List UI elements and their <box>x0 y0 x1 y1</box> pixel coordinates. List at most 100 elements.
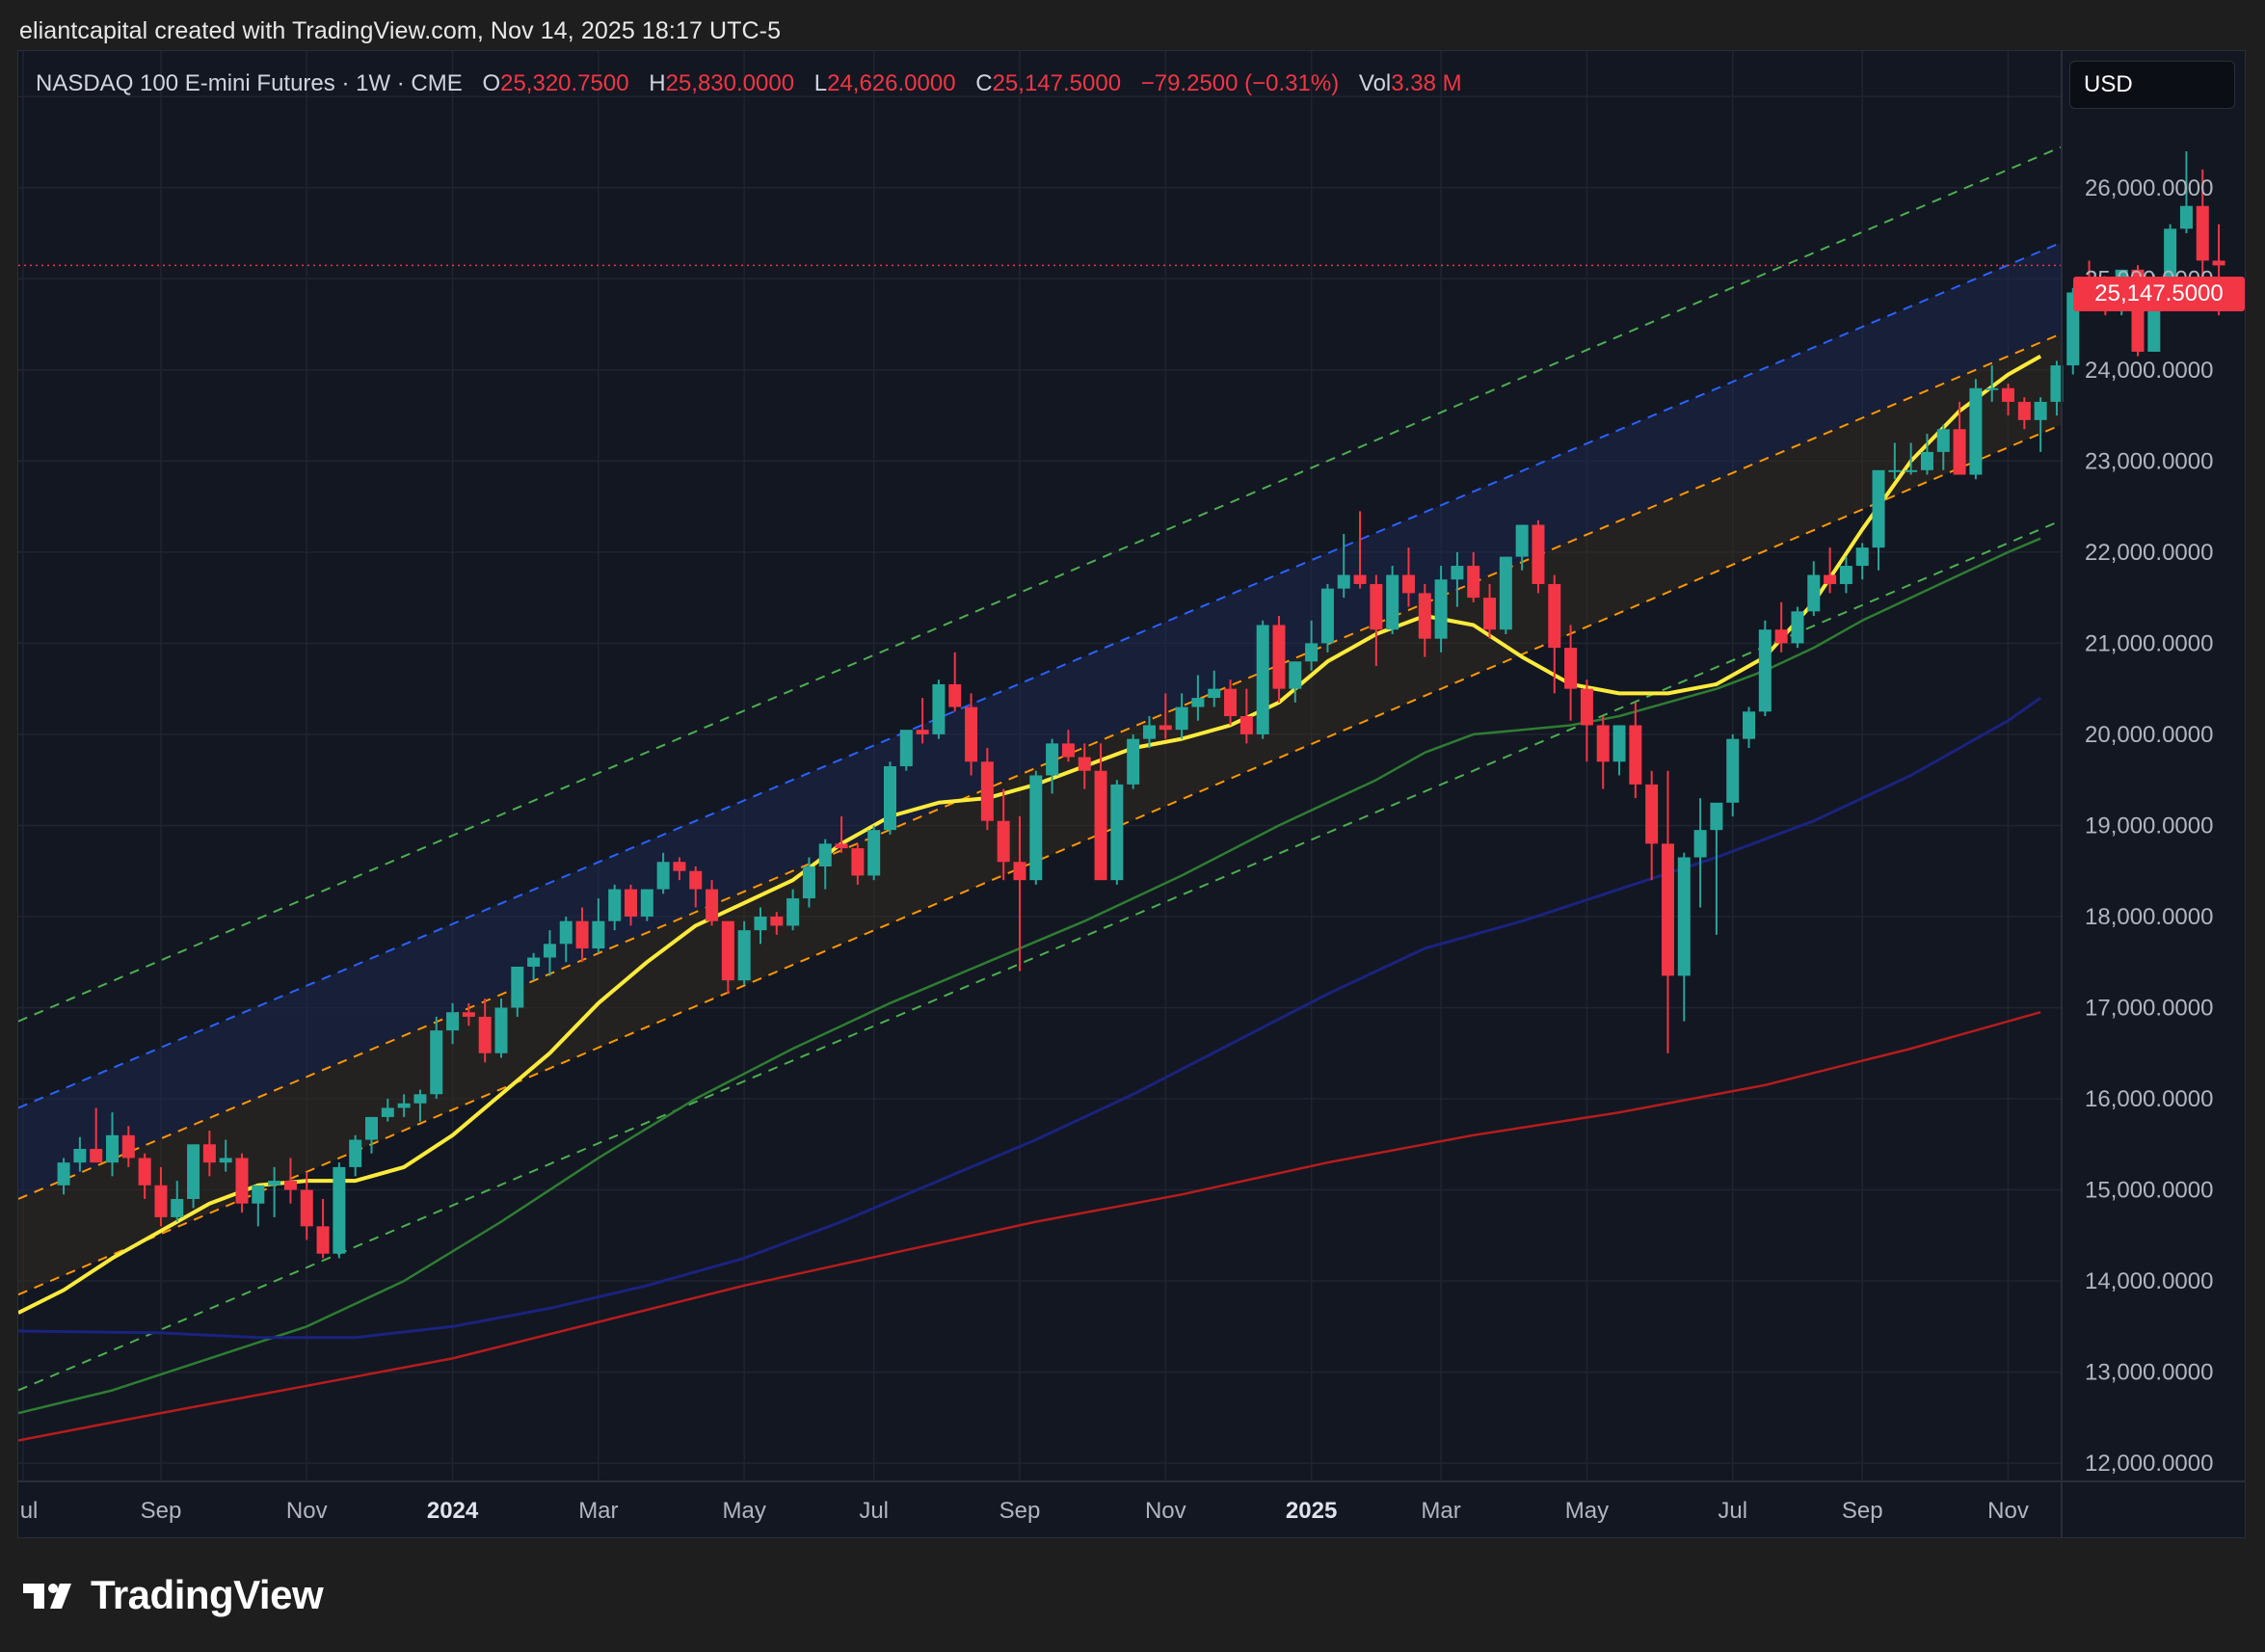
candle <box>300 1171 313 1240</box>
candle-body <box>316 1226 330 1254</box>
x-tick-label: Mar <box>578 1498 618 1524</box>
candle-body <box>1774 629 1788 644</box>
candle-body <box>689 870 703 890</box>
candle <box>73 1136 87 1172</box>
candle-body <box>2196 205 2209 261</box>
y-tick-label: 12,000.0000 <box>2085 1451 2213 1477</box>
x-tick-label: Mar <box>1421 1498 1460 1524</box>
low-value: 24,626.0000 <box>827 70 956 96</box>
candle <box>1289 661 1302 703</box>
candle <box>1191 675 1205 721</box>
candle <box>786 889 800 931</box>
candle-body <box>2212 260 2225 266</box>
candle-body <box>1710 802 1723 831</box>
candle-body <box>300 1189 313 1227</box>
candle-body <box>932 683 946 734</box>
candle-body <box>1839 566 1852 584</box>
candle-body <box>1985 387 1999 390</box>
x-tick-label: Nov <box>1987 1498 2029 1524</box>
candle-body <box>252 1185 265 1204</box>
high-label: H <box>649 70 666 96</box>
candle-body <box>2179 205 2193 229</box>
moving-averages <box>18 354 2042 1442</box>
candle <box>2179 150 2193 234</box>
candle-body <box>73 1148 87 1163</box>
candle <box>1353 511 1367 589</box>
candle-body <box>770 916 784 926</box>
candle <box>1142 716 1156 749</box>
candle <box>997 788 1010 881</box>
candle-body <box>673 862 686 871</box>
candle <box>802 857 815 908</box>
candle <box>171 1181 184 1222</box>
chart-panel[interactable]: 12,000.0000 13,000.0000 14,000.0000 15,000.… <box>17 50 2246 1538</box>
ma-line-ma200 <box>18 1010 2041 1442</box>
candle-body <box>283 1181 297 1190</box>
candle-body <box>154 1185 168 1217</box>
tradingview-watermark[interactable]: TradingView <box>21 1571 324 1619</box>
candle-body <box>948 683 962 707</box>
candle-body <box>2002 387 2015 402</box>
candle-body <box>1467 566 1480 599</box>
x-tick-label: Sep <box>1842 1498 1883 1524</box>
candle-body <box>883 766 896 831</box>
candle <box>1110 780 1124 885</box>
candle <box>365 1116 379 1154</box>
candle <box>899 730 913 771</box>
candle <box>1094 743 1107 881</box>
candle <box>916 698 929 744</box>
candle <box>121 1126 135 1167</box>
price-chart[interactable]: 12,000.0000 13,000.0000 14,000.0000 15,000.… <box>18 51 2246 1538</box>
candle-body <box>1272 625 1286 689</box>
candle <box>462 1002 475 1026</box>
candle <box>252 1185 265 1227</box>
close-label: C <box>975 70 993 96</box>
candle <box>1629 702 1642 799</box>
candle-body <box>1548 583 1561 649</box>
candle <box>1046 738 1059 794</box>
candle-body <box>721 920 734 981</box>
candle <box>1013 815 1026 972</box>
candle-body <box>1305 643 1319 662</box>
candle <box>1515 524 1529 571</box>
candle <box>559 916 573 963</box>
candle <box>1127 733 1140 789</box>
candle-body <box>1094 770 1107 881</box>
candle <box>1256 620 1269 739</box>
currency-button[interactable]: USD <box>2069 61 2235 109</box>
candle-body <box>1612 725 1626 762</box>
candle-body <box>754 916 767 931</box>
open-label: O <box>482 70 501 96</box>
candle <box>2017 397 2031 430</box>
candle <box>754 907 767 945</box>
candle <box>1061 730 1075 762</box>
candle-body <box>1239 716 1253 734</box>
candle <box>381 1099 394 1122</box>
candle <box>138 1153 151 1199</box>
candle <box>1596 716 1610 789</box>
watermark-text: TradingView <box>91 1572 324 1617</box>
symbol-name[interactable]: NASDAQ 100 E-mini Futures · 1W · CME <box>36 70 463 96</box>
y-tick-label: 15,000.0000 <box>2085 1178 2213 1204</box>
candle-body <box>1677 857 1691 976</box>
candle <box>1743 706 1756 749</box>
candle-body <box>1370 583 1383 630</box>
symbol-legend: NASDAQ 100 E-mini Futures · 1W · CME O 25… <box>36 70 1462 97</box>
x-tick-label: May <box>723 1498 766 1524</box>
y-tick-label: 14,000.0000 <box>2085 1268 2213 1294</box>
candle-body <box>1353 574 1367 584</box>
candle <box>1548 574 1561 694</box>
y-tick-label: 21,000.0000 <box>2085 630 2213 656</box>
low-label: L <box>813 70 828 96</box>
candle <box>1693 798 1707 908</box>
candle-body <box>1289 661 1302 689</box>
candle-body <box>786 898 800 926</box>
high-value: 25,830.0000 <box>665 70 795 96</box>
attribution-text: eliantcapital created with TradingView.c… <box>19 17 782 44</box>
candle-body <box>365 1116 379 1140</box>
x-tick-label: Jul <box>18 1498 38 1524</box>
candle-body <box>121 1134 135 1159</box>
candle <box>1855 543 1869 580</box>
candle <box>1645 770 1659 881</box>
candle-body <box>1386 574 1399 630</box>
